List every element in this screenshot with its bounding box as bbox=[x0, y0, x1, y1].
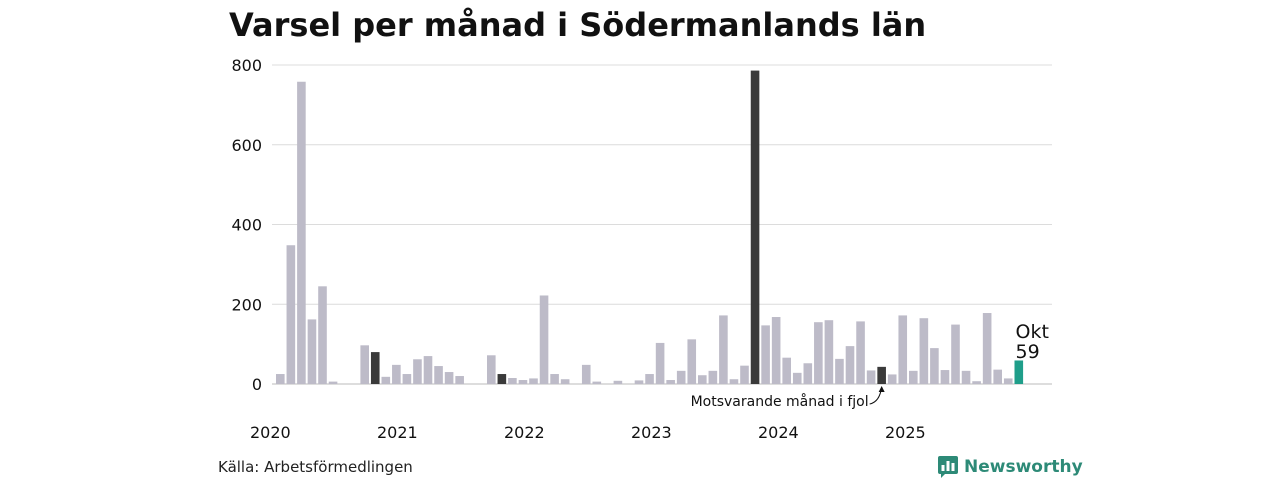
annotation-text: Motsvarande månad i fjol bbox=[691, 393, 869, 410]
bar bbox=[930, 348, 939, 384]
bar bbox=[729, 379, 739, 384]
annotation-arrowhead bbox=[878, 386, 885, 392]
x-tick-label: 2025 bbox=[885, 423, 926, 442]
chart-title: Varsel per månad i Södermanlands län bbox=[229, 6, 927, 44]
source-note: Källa: Arbetsförmedlingen bbox=[218, 458, 413, 476]
bar bbox=[613, 380, 623, 384]
bar bbox=[508, 378, 517, 384]
bar bbox=[676, 370, 686, 384]
bar bbox=[940, 370, 950, 384]
y-axis-ticks: 0 200 400 600 800 bbox=[231, 56, 262, 394]
bar bbox=[402, 374, 412, 384]
bar bbox=[444, 372, 454, 384]
bar bbox=[307, 319, 317, 384]
bar bbox=[1003, 378, 1013, 384]
newsworthy-logo-icon bbox=[938, 456, 958, 478]
bar bbox=[487, 355, 496, 384]
bar bbox=[708, 370, 718, 384]
bar bbox=[782, 357, 791, 384]
bar bbox=[286, 245, 296, 384]
bar-same-month bbox=[750, 70, 760, 385]
bar bbox=[297, 81, 306, 384]
bar bbox=[698, 375, 707, 384]
x-tick-label: 2023 bbox=[631, 423, 672, 442]
bar bbox=[592, 381, 602, 384]
bar bbox=[518, 380, 528, 384]
bar-same-month bbox=[497, 374, 507, 384]
bar-same-month bbox=[877, 366, 886, 384]
x-tick-label: 2022 bbox=[504, 423, 545, 442]
bar bbox=[529, 378, 538, 384]
bar bbox=[972, 381, 981, 384]
bar bbox=[560, 379, 570, 384]
bar bbox=[919, 318, 929, 384]
annotation-arrow bbox=[869, 386, 883, 405]
y-tick-label: 800 bbox=[231, 56, 262, 75]
x-tick-label: 2024 bbox=[758, 423, 799, 442]
bar bbox=[581, 364, 591, 384]
gridlines bbox=[272, 64, 1052, 385]
bar bbox=[645, 374, 654, 384]
y-tick-label: 600 bbox=[231, 136, 262, 155]
x-tick-label: 2021 bbox=[377, 423, 418, 442]
bar bbox=[835, 358, 844, 384]
brand-name: Newsworthy bbox=[964, 457, 1083, 477]
bar bbox=[845, 346, 855, 384]
bar bbox=[360, 345, 369, 384]
bar bbox=[455, 376, 464, 384]
bar bbox=[761, 325, 770, 384]
y-tick-label: 400 bbox=[231, 216, 262, 235]
brand[interactable]: Newsworthy bbox=[938, 456, 1083, 478]
bar bbox=[381, 376, 391, 384]
bar bbox=[655, 342, 665, 384]
bar bbox=[814, 322, 823, 384]
y-tick-label: 0 bbox=[252, 375, 262, 394]
x-tick-label: 2020 bbox=[250, 423, 291, 442]
bar bbox=[550, 374, 559, 384]
bar bbox=[434, 366, 443, 384]
bar bbox=[687, 339, 697, 384]
bar bbox=[961, 370, 971, 384]
bars bbox=[276, 70, 1024, 385]
bar bbox=[740, 365, 749, 384]
bar bbox=[866, 370, 876, 384]
bar bbox=[824, 320, 834, 384]
bar bbox=[666, 380, 675, 384]
bar bbox=[982, 313, 992, 384]
bar bbox=[792, 372, 802, 384]
bar bbox=[634, 380, 644, 384]
bar bbox=[856, 321, 865, 384]
x-axis-ticks: 2020 2021 2022 2023 2024 2025 bbox=[250, 423, 926, 442]
bar bbox=[276, 374, 285, 384]
bar bbox=[803, 363, 813, 384]
current-month-label: Okt bbox=[1016, 321, 1049, 343]
bar bbox=[887, 374, 897, 384]
bar bbox=[318, 286, 327, 384]
bar bbox=[909, 370, 918, 384]
bar bbox=[328, 381, 338, 384]
bar bbox=[539, 295, 549, 384]
bar bbox=[898, 315, 908, 384]
bar bbox=[951, 324, 960, 384]
bar bbox=[392, 364, 401, 384]
bar bbox=[771, 317, 781, 384]
bar bbox=[719, 315, 728, 384]
bar-same-month bbox=[370, 352, 380, 384]
bar bbox=[993, 369, 1002, 384]
current-value-label: 59 bbox=[1016, 341, 1040, 363]
bar-current bbox=[1014, 360, 1024, 384]
y-tick-label: 200 bbox=[231, 295, 262, 314]
bar bbox=[423, 356, 433, 384]
bar bbox=[413, 359, 422, 384]
